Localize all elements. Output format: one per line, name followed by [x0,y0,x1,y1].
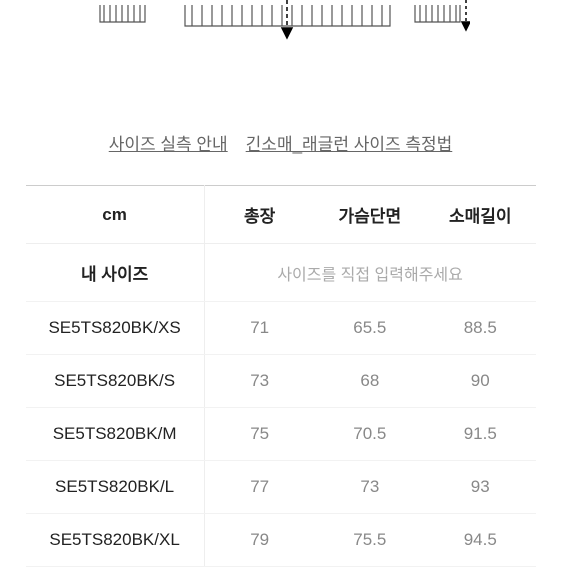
size-value: 68 [315,355,425,408]
table-row: SE5TS820BK/XL 79 75.5 94.5 [26,514,536,567]
size-value: 75.5 [315,514,425,567]
size-value: 71 [204,302,314,355]
unit-header: cm [26,186,205,244]
size-value: 88.5 [425,302,535,355]
size-value: 90 [425,355,535,408]
size-guide-link[interactable]: 사이즈 실측 안내 [109,130,228,155]
size-value: 65.5 [315,302,425,355]
my-size-input[interactable]: 사이즈를 직접 입력해주세요 [204,244,535,302]
table-row: SE5TS820BK/S 73 68 90 [26,355,536,408]
col-header-sleeve: 소매길이 [425,186,535,244]
table-row: SE5TS820BK/XS 71 65.5 88.5 [26,302,536,355]
size-value: 70.5 [315,408,425,461]
size-value: 73 [204,355,314,408]
size-value: 91.5 [425,408,535,461]
size-label: SE5TS820BK/XL [26,514,205,567]
garment-measurement-diagram [0,0,561,80]
table-header-row: cm 총장 가슴단면 소매길이 [26,186,536,244]
col-header-length: 총장 [204,186,314,244]
my-size-label: 내 사이즈 [26,244,205,302]
size-label: SE5TS820BK/M [26,408,205,461]
size-table: cm 총장 가슴단면 소매길이 내 사이즈 사이즈를 직접 입력해주세요 SE5… [26,185,536,567]
size-value: 77 [204,461,314,514]
size-value: 75 [204,408,314,461]
size-label: SE5TS820BK/S [26,355,205,408]
col-header-chest: 가슴단면 [315,186,425,244]
measure-method-link[interactable]: 긴소매_래글런 사이즈 측정법 [246,130,453,155]
my-size-row: 내 사이즈 사이즈를 직접 입력해주세요 [26,244,536,302]
size-label: SE5TS820BK/L [26,461,205,514]
table-row: SE5TS820BK/L 77 73 93 [26,461,536,514]
size-value: 79 [204,514,314,567]
size-value: 94.5 [425,514,535,567]
help-links: 사이즈 실측 안내 긴소매_래글런 사이즈 측정법 [0,130,561,155]
size-label: SE5TS820BK/XS [26,302,205,355]
size-value: 73 [315,461,425,514]
table-row: SE5TS820BK/M 75 70.5 91.5 [26,408,536,461]
size-value: 93 [425,461,535,514]
